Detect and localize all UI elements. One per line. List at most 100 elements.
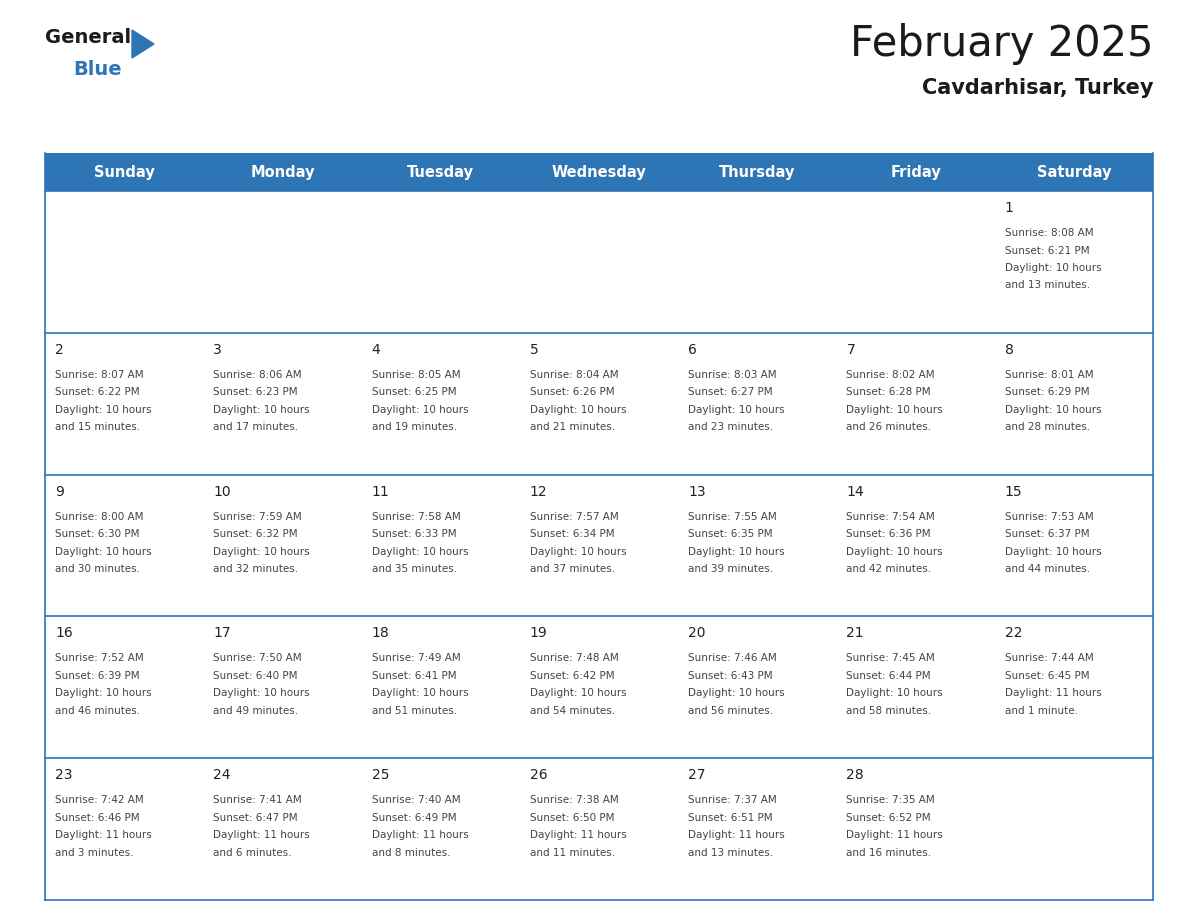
Text: 1: 1 <box>1005 201 1013 215</box>
Text: Sunset: 6:52 PM: Sunset: 6:52 PM <box>846 812 931 823</box>
Text: Sunrise: 7:55 AM: Sunrise: 7:55 AM <box>688 511 777 521</box>
Bar <box>45 333 1154 475</box>
Text: and 13 minutes.: and 13 minutes. <box>688 847 773 857</box>
Text: and 17 minutes.: and 17 minutes. <box>214 422 298 432</box>
Bar <box>45 191 1154 333</box>
Text: 15: 15 <box>1005 485 1023 498</box>
Text: Sunrise: 7:50 AM: Sunrise: 7:50 AM <box>214 654 302 664</box>
Text: Sunrise: 8:02 AM: Sunrise: 8:02 AM <box>846 370 935 380</box>
Text: Sunset: 6:51 PM: Sunset: 6:51 PM <box>688 812 772 823</box>
Text: Sunrise: 8:01 AM: Sunrise: 8:01 AM <box>1005 370 1093 380</box>
Text: Sunset: 6:47 PM: Sunset: 6:47 PM <box>214 812 298 823</box>
Text: Sunset: 6:29 PM: Sunset: 6:29 PM <box>1005 387 1089 397</box>
Text: Sunrise: 8:07 AM: Sunrise: 8:07 AM <box>55 370 144 380</box>
Text: Sunset: 6:43 PM: Sunset: 6:43 PM <box>688 671 772 681</box>
Text: 17: 17 <box>214 626 230 641</box>
Text: Daylight: 10 hours: Daylight: 10 hours <box>1005 405 1101 415</box>
Text: 11: 11 <box>372 485 390 498</box>
Text: 26: 26 <box>530 768 548 782</box>
Text: Sunset: 6:32 PM: Sunset: 6:32 PM <box>214 529 298 539</box>
Text: Sunset: 6:26 PM: Sunset: 6:26 PM <box>530 387 614 397</box>
Text: Blue: Blue <box>72 60 121 79</box>
Text: and 11 minutes.: and 11 minutes. <box>530 847 615 857</box>
Text: 3: 3 <box>214 342 222 357</box>
Text: Sunrise: 7:38 AM: Sunrise: 7:38 AM <box>530 795 619 805</box>
Text: and 56 minutes.: and 56 minutes. <box>688 706 773 716</box>
Text: and 46 minutes.: and 46 minutes. <box>55 706 140 716</box>
Text: Sunset: 6:25 PM: Sunset: 6:25 PM <box>372 387 456 397</box>
Text: Sunrise: 7:57 AM: Sunrise: 7:57 AM <box>530 511 619 521</box>
Text: Daylight: 10 hours: Daylight: 10 hours <box>55 405 152 415</box>
Text: Daylight: 10 hours: Daylight: 10 hours <box>846 546 943 556</box>
Text: and 54 minutes.: and 54 minutes. <box>530 706 615 716</box>
Text: Sunset: 6:35 PM: Sunset: 6:35 PM <box>688 529 772 539</box>
Text: and 28 minutes.: and 28 minutes. <box>1005 422 1089 432</box>
Text: Daylight: 10 hours: Daylight: 10 hours <box>530 405 626 415</box>
Text: Sunset: 6:50 PM: Sunset: 6:50 PM <box>530 812 614 823</box>
Text: 25: 25 <box>372 768 390 782</box>
Text: Tuesday: Tuesday <box>407 164 474 180</box>
Text: 28: 28 <box>846 768 864 782</box>
Text: and 15 minutes.: and 15 minutes. <box>55 422 140 432</box>
Text: Sunset: 6:27 PM: Sunset: 6:27 PM <box>688 387 772 397</box>
Text: and 21 minutes.: and 21 minutes. <box>530 422 615 432</box>
Bar <box>45 758 1154 900</box>
Text: and 1 minute.: and 1 minute. <box>1005 706 1078 716</box>
Text: Sunset: 6:39 PM: Sunset: 6:39 PM <box>55 671 140 681</box>
Text: Sunset: 6:23 PM: Sunset: 6:23 PM <box>214 387 298 397</box>
Text: and 37 minutes.: and 37 minutes. <box>530 564 615 574</box>
Text: Sunset: 6:46 PM: Sunset: 6:46 PM <box>55 812 140 823</box>
Text: and 42 minutes.: and 42 minutes. <box>846 564 931 574</box>
Text: Daylight: 10 hours: Daylight: 10 hours <box>1005 546 1101 556</box>
Text: Daylight: 10 hours: Daylight: 10 hours <box>214 546 310 556</box>
Text: Daylight: 11 hours: Daylight: 11 hours <box>1005 688 1101 699</box>
Text: 19: 19 <box>530 626 548 641</box>
Text: and 30 minutes.: and 30 minutes. <box>55 564 140 574</box>
Text: 7: 7 <box>846 342 855 357</box>
Text: Sunset: 6:41 PM: Sunset: 6:41 PM <box>372 671 456 681</box>
Text: Daylight: 10 hours: Daylight: 10 hours <box>846 405 943 415</box>
Text: Daylight: 10 hours: Daylight: 10 hours <box>688 688 785 699</box>
Text: Daylight: 10 hours: Daylight: 10 hours <box>846 688 943 699</box>
Text: 10: 10 <box>214 485 230 498</box>
Text: Sunrise: 7:52 AM: Sunrise: 7:52 AM <box>55 654 144 664</box>
Text: Monday: Monday <box>251 164 315 180</box>
Text: Sunset: 6:45 PM: Sunset: 6:45 PM <box>1005 671 1089 681</box>
Text: Saturday: Saturday <box>1037 164 1111 180</box>
Text: Sunrise: 7:49 AM: Sunrise: 7:49 AM <box>372 654 460 664</box>
Text: and 8 minutes.: and 8 minutes. <box>372 847 450 857</box>
Text: Sunset: 6:22 PM: Sunset: 6:22 PM <box>55 387 140 397</box>
Text: Sunday: Sunday <box>94 164 154 180</box>
Text: Daylight: 11 hours: Daylight: 11 hours <box>846 830 943 840</box>
Text: Sunrise: 8:00 AM: Sunrise: 8:00 AM <box>55 511 144 521</box>
Text: 8: 8 <box>1005 342 1013 357</box>
Text: Daylight: 10 hours: Daylight: 10 hours <box>688 405 785 415</box>
Text: Thursday: Thursday <box>719 164 796 180</box>
Text: Friday: Friday <box>890 164 941 180</box>
Text: and 35 minutes.: and 35 minutes. <box>372 564 456 574</box>
Text: Wednesday: Wednesday <box>551 164 646 180</box>
Text: Sunset: 6:34 PM: Sunset: 6:34 PM <box>530 529 614 539</box>
Text: Daylight: 11 hours: Daylight: 11 hours <box>530 830 626 840</box>
Text: Sunset: 6:40 PM: Sunset: 6:40 PM <box>214 671 298 681</box>
Text: Sunset: 6:42 PM: Sunset: 6:42 PM <box>530 671 614 681</box>
Text: Sunset: 6:44 PM: Sunset: 6:44 PM <box>846 671 931 681</box>
Text: Cavdarhisar, Turkey: Cavdarhisar, Turkey <box>922 78 1154 98</box>
Text: and 23 minutes.: and 23 minutes. <box>688 422 773 432</box>
Text: Daylight: 11 hours: Daylight: 11 hours <box>688 830 785 840</box>
Text: Daylight: 11 hours: Daylight: 11 hours <box>372 830 468 840</box>
Text: Sunrise: 7:44 AM: Sunrise: 7:44 AM <box>1005 654 1093 664</box>
Text: Daylight: 11 hours: Daylight: 11 hours <box>55 830 152 840</box>
Text: Sunrise: 8:03 AM: Sunrise: 8:03 AM <box>688 370 777 380</box>
Text: 6: 6 <box>688 342 697 357</box>
Text: Sunset: 6:37 PM: Sunset: 6:37 PM <box>1005 529 1089 539</box>
Text: 9: 9 <box>55 485 64 498</box>
Text: Sunrise: 7:48 AM: Sunrise: 7:48 AM <box>530 654 619 664</box>
Text: Sunrise: 7:59 AM: Sunrise: 7:59 AM <box>214 511 302 521</box>
Text: and 19 minutes.: and 19 minutes. <box>372 422 456 432</box>
Text: Sunset: 6:36 PM: Sunset: 6:36 PM <box>846 529 931 539</box>
Text: Sunrise: 7:53 AM: Sunrise: 7:53 AM <box>1005 511 1093 521</box>
Text: 27: 27 <box>688 768 706 782</box>
Text: 14: 14 <box>846 485 864 498</box>
Text: 5: 5 <box>530 342 538 357</box>
